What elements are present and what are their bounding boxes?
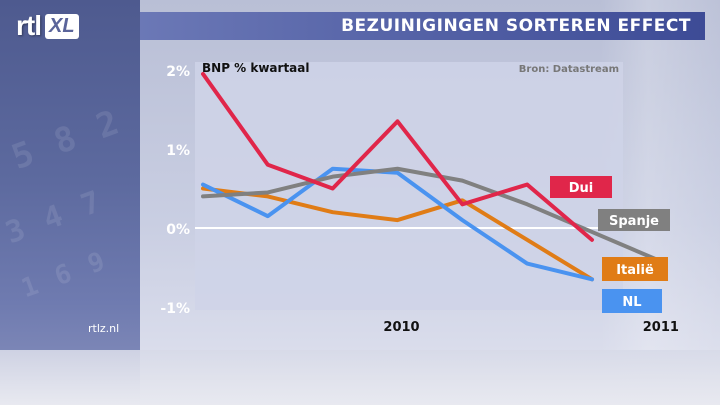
series-lines (201, 71, 659, 282)
legend-tag-dui (550, 176, 612, 198)
bottom-band (0, 350, 720, 405)
series-line-itali (201, 186, 594, 282)
x-axis: 2010 2011 (383, 320, 679, 335)
chart-title: BNP % kwartaal (202, 61, 310, 75)
y-axis: 2% 1% 0% -1% (160, 64, 190, 317)
y-tick-label: 1% (166, 143, 190, 159)
chart-source: Bron: Datastream (519, 64, 619, 75)
legend-label-itali: Italië (616, 263, 654, 278)
headline-bar: BEZUINIGINGEN SORTEREN EFFECT (140, 12, 705, 40)
logo-xl-text: XL (45, 13, 79, 39)
legend-tag-itali (602, 257, 668, 281)
legend: Dui Spanje Italië NL (550, 176, 670, 313)
legend-label-dui: Dui (569, 181, 594, 196)
legend-tag-nl (602, 289, 662, 313)
y-tick-label: 2% (166, 64, 190, 80)
rtlxl-logo: rtl XL (16, 10, 79, 42)
legend-label-spanje: Spanje (609, 214, 659, 229)
series-line-dui (201, 71, 594, 242)
headline: BEZUINIGINGEN SORTEREN EFFECT (341, 16, 691, 36)
left-decor-panel: 5 8 2 3 4 7 1 6 9 (0, 0, 140, 405)
y-tick-label: 0% (166, 222, 190, 238)
legend-tag-spanje (598, 209, 670, 231)
x-tick-label: 2010 (383, 320, 419, 335)
legend-label-nl: NL (622, 295, 641, 310)
logo-rtl-text: rtl (16, 10, 42, 41)
series-line-nl (201, 166, 594, 282)
y-tick-label: -1% (160, 301, 190, 317)
x-tick-label: 2011 (643, 320, 679, 335)
source-url: rtlz.nl (88, 322, 120, 335)
series-line-spanje (201, 166, 659, 262)
